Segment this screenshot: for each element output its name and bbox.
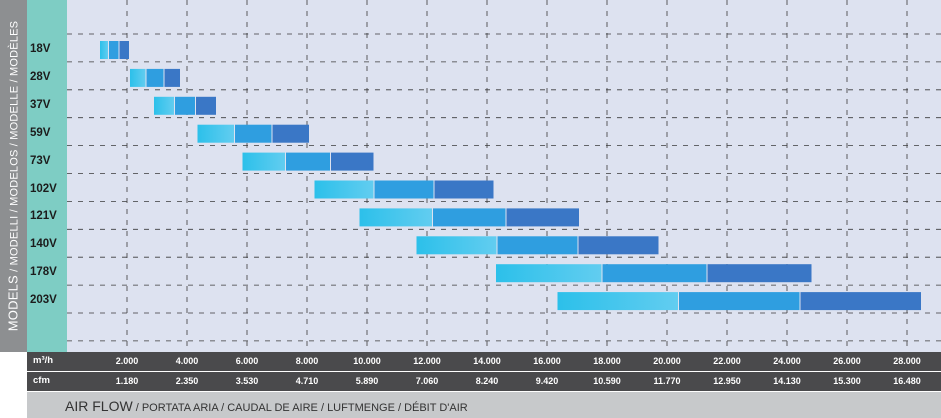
bar-102V-seg3 — [434, 180, 494, 199]
bar-73V-seg2 — [286, 152, 330, 171]
cfm-tick-label: 3.530 — [235, 376, 259, 386]
bar-18V-seg1 — [100, 41, 108, 59]
x-axis-title-band: AIR FLOW / PORTATA ARIA / CAUDAL DE AIRE… — [27, 392, 941, 418]
bar-18V-seg3 — [119, 41, 129, 59]
m3h-tick-label: 16.000 — [533, 356, 561, 366]
bar-140V-seg3 — [578, 236, 659, 255]
bar-59V-seg2 — [235, 124, 272, 143]
x-axis-label: AIR FLOW / PORTATA ARIA / CAUDAL DE AIRE… — [65, 398, 468, 414]
cfm-tick-label: 16.480 — [893, 376, 921, 386]
bar-203V-seg3 — [800, 292, 921, 311]
m3h-tick-label: 28.000 — [893, 356, 921, 366]
m3h-tick-label: 12.000 — [413, 356, 441, 366]
model-label-28V: 28V — [30, 70, 51, 83]
x-axis-label-suffix: / PORTATA ARIA / CAUDAL DE AIRE / LUFTME… — [132, 402, 468, 414]
m3h-unit-label: m³/h — [33, 355, 54, 366]
cfm-tick-label: 4.710 — [295, 376, 319, 386]
bar-203V-seg2 — [679, 292, 800, 311]
model-label-37V: 37V — [30, 98, 51, 111]
cfm-tick-label: 5.890 — [355, 376, 379, 386]
bar-28V-seg3 — [164, 68, 180, 87]
m3h-tick-label: 8.000 — [295, 356, 319, 366]
bar-178V-seg3 — [707, 264, 812, 283]
bar-121V-seg2 — [433, 208, 506, 227]
cfm-tick-label: 10.590 — [593, 376, 621, 386]
m3h-tick-label: 14.000 — [473, 356, 501, 366]
model-label-73V: 73V — [30, 154, 51, 167]
cfm-tick-label: 9.420 — [535, 376, 559, 386]
model-label-column — [27, 0, 67, 352]
bar-73V-seg1 — [242, 152, 285, 171]
bar-73V-seg3 — [331, 152, 374, 171]
bar-18V-seg2 — [109, 41, 119, 59]
m3h-tick-label: 22.000 — [713, 356, 741, 366]
y-axis-band — [0, 0, 27, 352]
model-label-121V: 121V — [30, 210, 57, 223]
m3h-tick-label: 24.000 — [773, 356, 801, 366]
cfm-tick-label: 15.300 — [833, 376, 861, 386]
cfm-tick-label: 11.770 — [653, 376, 681, 386]
m3h-tick-label: 2.000 — [115, 356, 139, 366]
bar-37V-seg1 — [154, 96, 174, 115]
model-label-18V: 18V — [30, 43, 51, 55]
bar-140V-seg2 — [497, 236, 578, 255]
bar-102V-seg1 — [314, 180, 374, 199]
m3h-tick-label: 18.000 — [593, 356, 621, 366]
plot-svg — [67, 0, 941, 352]
model-label-178V: 178V — [30, 266, 57, 279]
cfm-tick-label: 7.060 — [415, 376, 439, 386]
bar-59V-seg1 — [197, 124, 234, 143]
cfm-scale-row: cfm 1.180 2.350 3.530 4.710 5.890 7.060 8.240 9… — [27, 372, 941, 391]
bar-140V-seg1 — [416, 236, 497, 255]
model-label-59V: 59V — [30, 126, 51, 139]
bar-178V-seg2 — [602, 264, 707, 283]
m3h-tick-label: 10.000 — [353, 356, 381, 366]
bar-37V-seg2 — [175, 96, 195, 115]
cfm-tick-label: 14.130 — [773, 376, 801, 386]
bar-37V-seg3 — [196, 96, 216, 115]
bar-28V-seg1 — [130, 68, 146, 87]
cfm-tick-label: 12.950 — [713, 376, 741, 386]
bar-59V-seg3 — [272, 124, 309, 143]
m3h-tick-label: 26.000 — [833, 356, 861, 366]
bar-203V-seg1 — [557, 292, 678, 311]
bar-102V-seg2 — [374, 180, 434, 199]
model-label-102V: 102V — [30, 182, 57, 195]
bar-121V-seg3 — [506, 208, 579, 227]
m3h-scale-row: m³/h 2.000 4.000 6.000 8.000 10.000 12.000 14.… — [27, 352, 941, 371]
cfm-tick-label: 1.180 — [115, 376, 139, 386]
bar-121V-seg1 — [359, 208, 432, 227]
cfm-tick-label: 8.240 — [475, 376, 499, 386]
bar-28V-seg2 — [146, 68, 164, 87]
m3h-tick-label: 20.000 — [653, 356, 681, 366]
cfm-unit-label: cfm — [33, 375, 50, 386]
bar-178V-seg1 — [496, 264, 602, 283]
model-label-203V: 203V — [30, 294, 57, 307]
x-axis-label-main: AIR FLOW — [65, 398, 133, 414]
m3h-tick-label: 4.000 — [175, 356, 199, 366]
cfm-tick-label: 2.350 — [175, 376, 199, 386]
m3h-tick-label: 6.000 — [235, 356, 259, 366]
model-label-140V: 140V — [30, 238, 57, 251]
